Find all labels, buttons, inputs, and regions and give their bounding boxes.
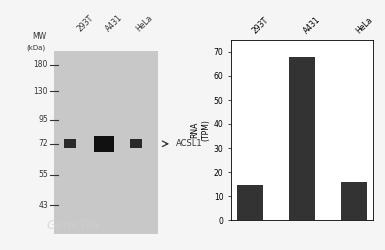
FancyBboxPatch shape <box>94 136 114 152</box>
Text: MW: MW <box>32 32 46 40</box>
Text: 72: 72 <box>38 139 48 148</box>
Y-axis label: RNA
(TPM): RNA (TPM) <box>191 119 211 141</box>
Text: ACSL1: ACSL1 <box>176 139 203 148</box>
FancyBboxPatch shape <box>130 140 142 148</box>
Text: 95: 95 <box>38 115 48 124</box>
Text: 130: 130 <box>33 86 48 96</box>
Text: 55: 55 <box>38 170 48 179</box>
Text: 293T: 293T <box>76 14 96 34</box>
FancyBboxPatch shape <box>64 140 76 148</box>
Text: (kDa): (kDa) <box>27 45 46 51</box>
Bar <box>341 182 367 220</box>
Bar <box>289 57 315 220</box>
Text: 180: 180 <box>33 60 48 69</box>
Text: 43: 43 <box>38 201 48 210</box>
Bar <box>238 185 263 220</box>
Text: HeLa: HeLa <box>134 14 154 34</box>
Text: GeneTex: GeneTex <box>47 219 101 232</box>
Text: A431: A431 <box>104 14 124 34</box>
FancyBboxPatch shape <box>54 52 158 234</box>
